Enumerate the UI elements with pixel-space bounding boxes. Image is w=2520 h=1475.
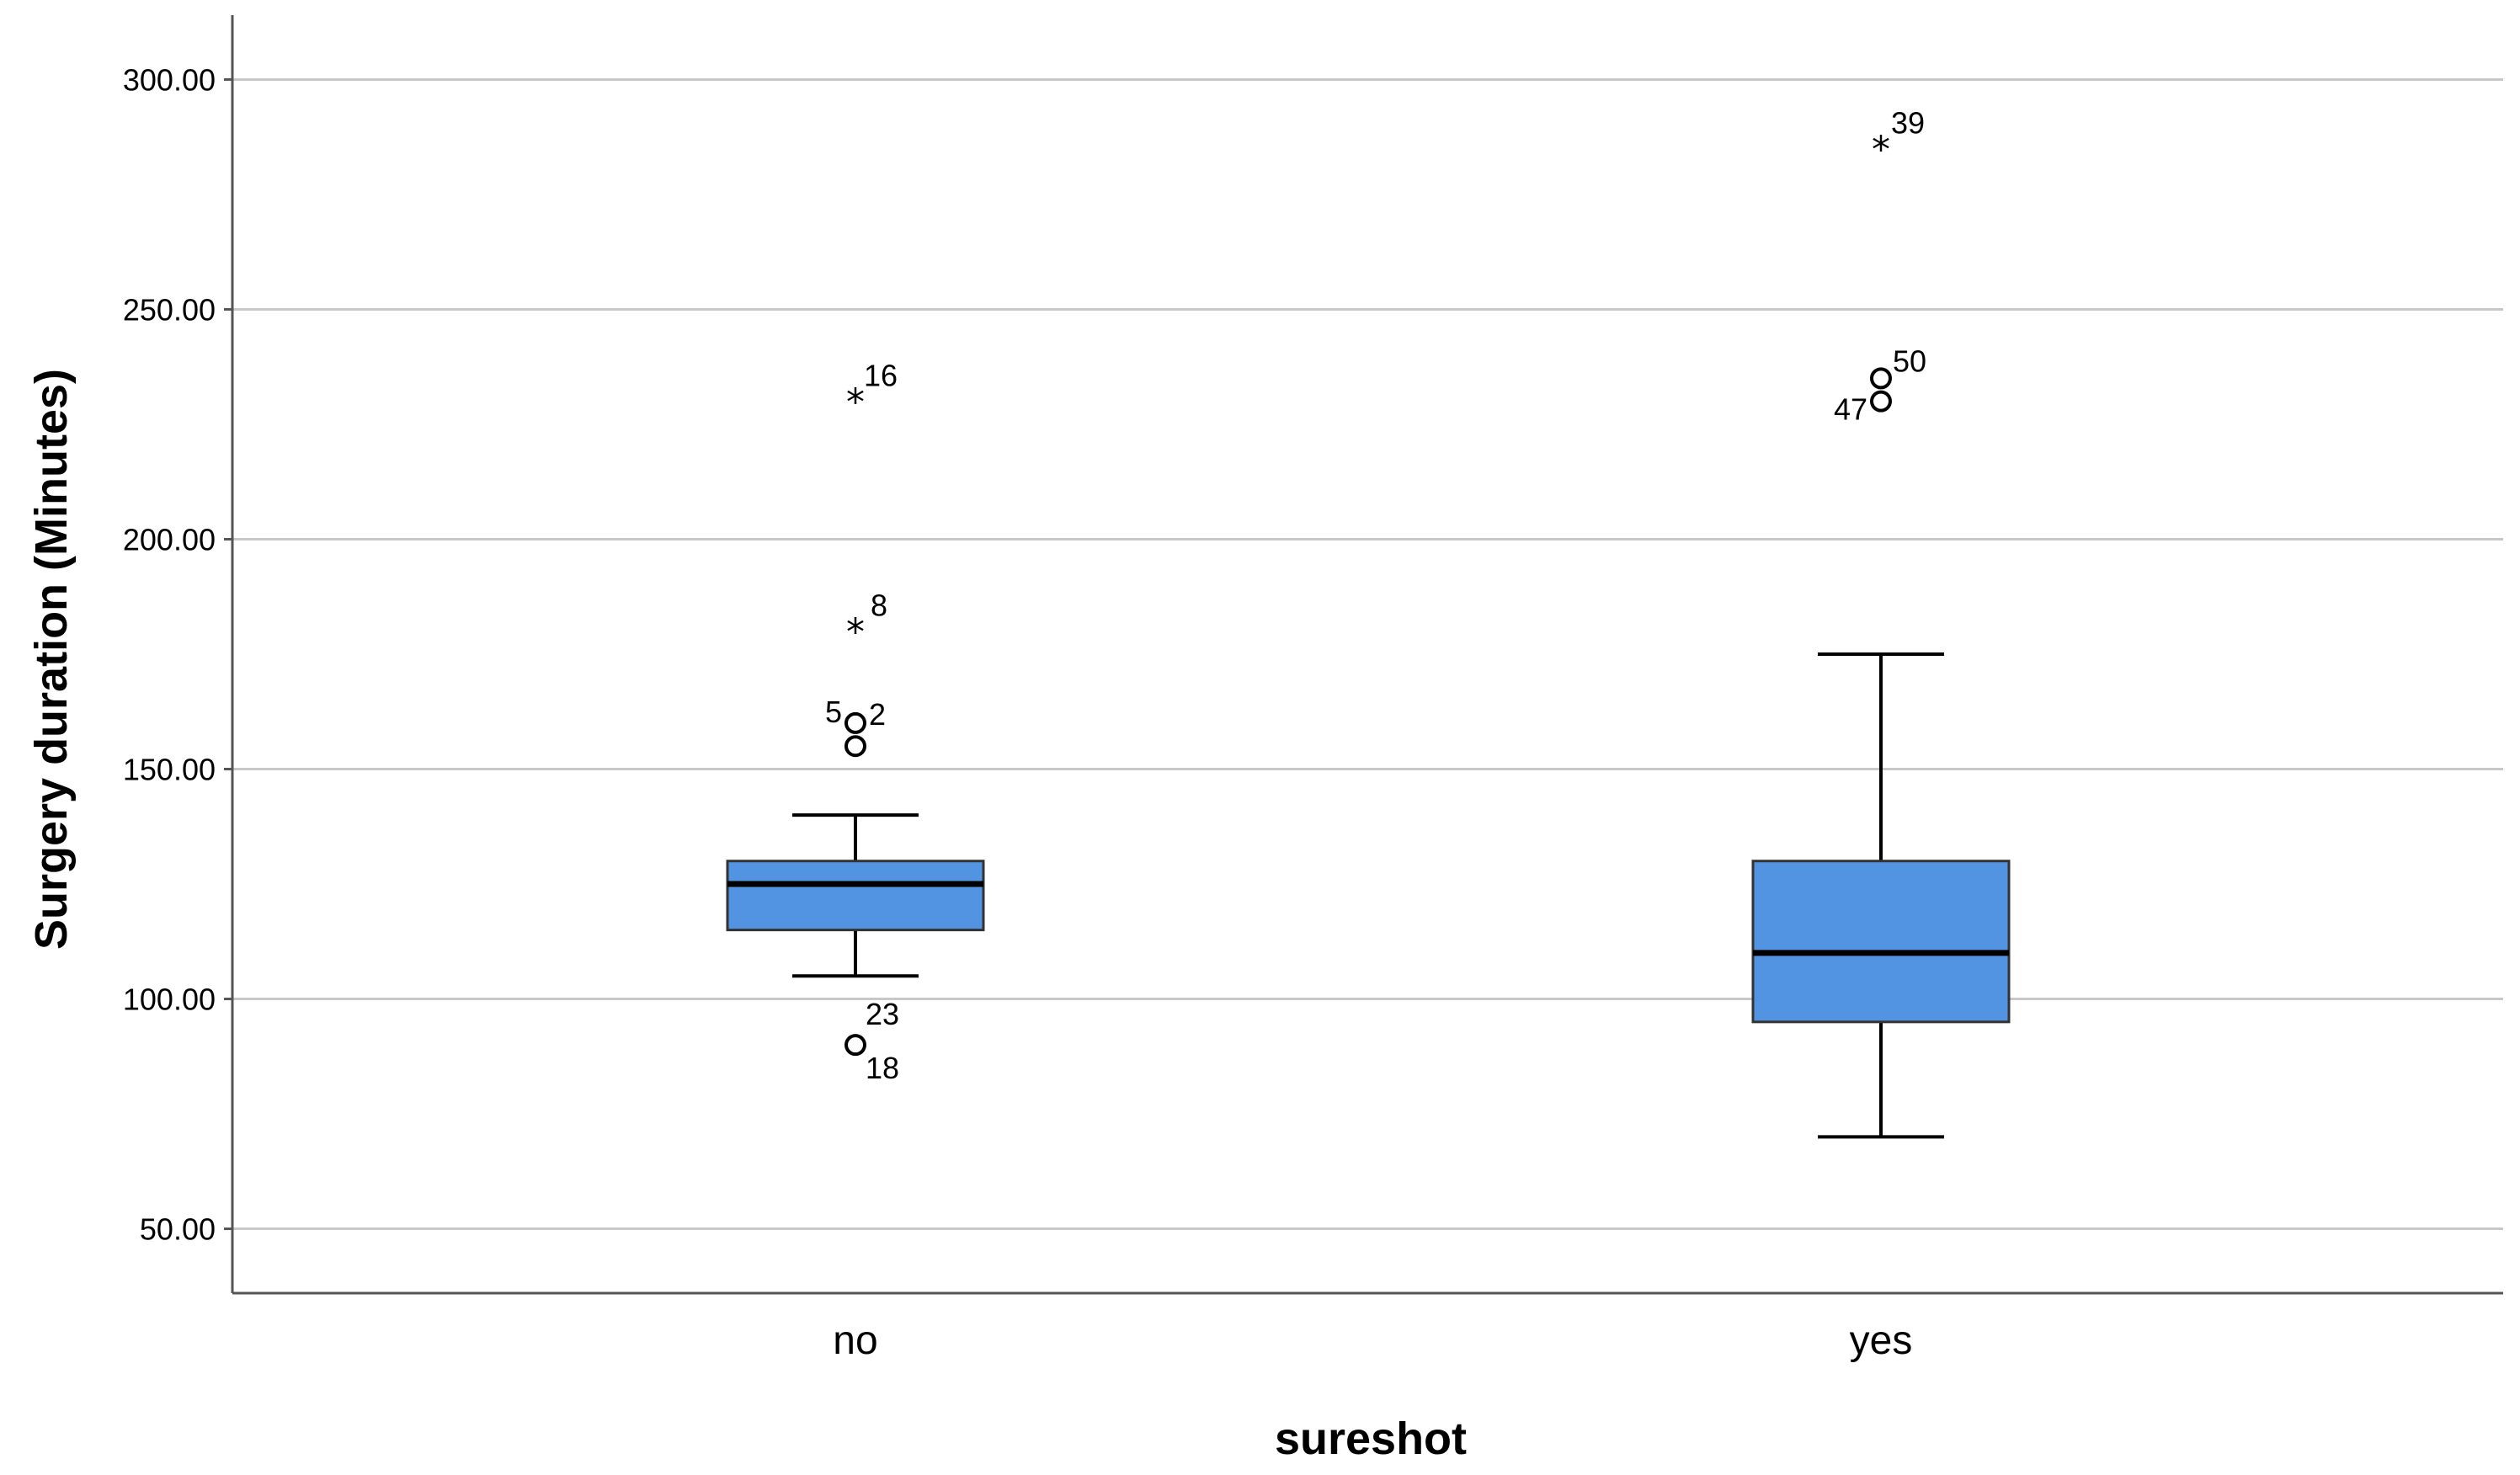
outlier-marker-yes-47 bbox=[1870, 390, 1892, 413]
y-tick-labels: 50.00 100.00 150.00 200.00 250.00 300.00 bbox=[123, 62, 216, 1246]
outlier-label-yes-47: 47 bbox=[1834, 392, 1867, 427]
outlier-label-yes-39: 39 bbox=[1891, 105, 1925, 140]
y-tick-label-50: 50.00 bbox=[140, 1212, 216, 1247]
y-tick-label-150: 150.00 bbox=[123, 753, 216, 787]
gridlines bbox=[232, 77, 2503, 1231]
extreme-marker-no-8: * bbox=[846, 611, 865, 654]
box-iqr-no bbox=[726, 860, 985, 932]
x-axis-title: sureshot bbox=[1275, 1414, 1467, 1464]
outlier-marker-no-2 bbox=[844, 711, 866, 734]
outlier-label-no-8: 8 bbox=[871, 588, 887, 623]
outlier-label-no-18: 18 bbox=[866, 1051, 899, 1085]
outlier-label-no-5: 5 bbox=[825, 695, 842, 729]
box-iqr-yes bbox=[1751, 860, 2011, 1024]
y-tick-label-300: 300.00 bbox=[123, 62, 216, 97]
boxes bbox=[726, 652, 2011, 1139]
axes bbox=[224, 15, 2503, 1295]
extreme-marker-yes-39: * bbox=[1872, 128, 1890, 171]
outlier-marker-no-23 bbox=[844, 1034, 866, 1057]
y-tick-label-100: 100.00 bbox=[123, 982, 216, 1017]
x-category-labels: no yes bbox=[833, 1318, 1912, 1363]
outlier-label-no-2: 2 bbox=[869, 697, 886, 732]
outlier-label-yes-50: 50 bbox=[1893, 343, 1926, 378]
x-category-label-no: no bbox=[833, 1318, 877, 1363]
extreme-marker-no-16: * bbox=[846, 381, 865, 424]
x-category-label-yes: yes bbox=[1850, 1318, 1913, 1363]
outlier-label-no-16: 16 bbox=[864, 359, 898, 393]
outlier-marker-no-5 bbox=[844, 735, 866, 758]
y-axis-title: Surgery duration (Minutes) bbox=[26, 369, 77, 950]
outlier-label-no-23: 23 bbox=[866, 997, 899, 1031]
y-tick-label-200: 200.00 bbox=[123, 522, 216, 556]
y-tick-label-250: 250.00 bbox=[123, 292, 216, 327]
outlier-marker-yes-50 bbox=[1870, 367, 1892, 390]
